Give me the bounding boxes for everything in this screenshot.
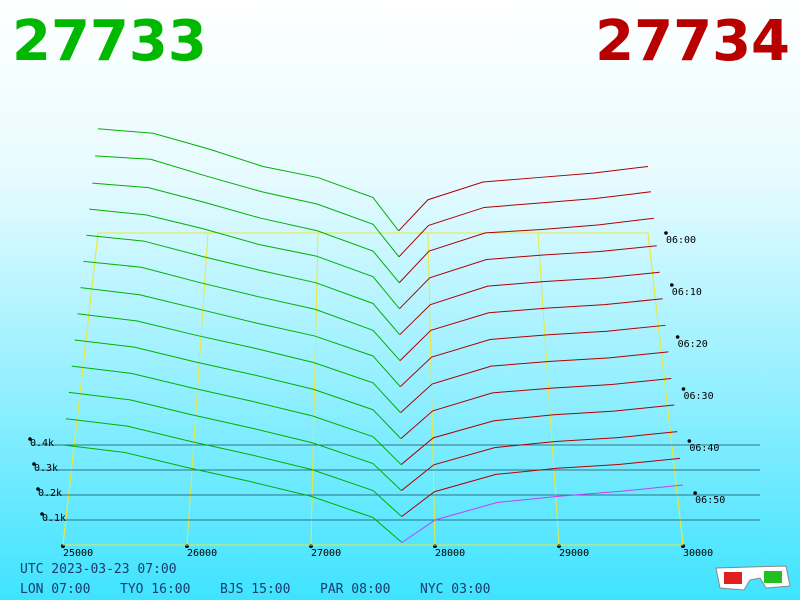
x-tick-label: 30000 [683, 548, 713, 559]
time-tick [670, 283, 674, 287]
floor [62, 232, 684, 546]
x-tick-label: 25000 [63, 548, 93, 559]
depth-tick [28, 437, 32, 441]
price-grid-line [310, 232, 319, 546]
bid-depth-line [62, 444, 403, 543]
bid-depth-line [74, 339, 402, 439]
z-tick-label: 06:50 [695, 495, 725, 506]
x-tick-label: 27000 [311, 548, 341, 559]
price-grid-line [537, 232, 560, 546]
z-tick-label: 06:30 [683, 391, 713, 402]
time-tick [681, 387, 686, 391]
ask-depth-line [399, 245, 657, 310]
bid-depth-line [77, 313, 401, 413]
world-clock: TYO 16:00 [120, 582, 190, 597]
ask-depth-line [400, 377, 672, 439]
price-grid-line [427, 232, 436, 546]
bid-depth-line [71, 365, 402, 465]
clocks: LON 07:00 TYO 16:00 BJS 15:00 PAR 08:00 NYC … [20, 582, 490, 597]
world-clock: PAR 08:00 [320, 582, 390, 597]
z-tick-label: 06:40 [689, 443, 719, 454]
x-tick-label: 29000 [559, 548, 589, 559]
ask-depth-line [399, 271, 660, 336]
ask-depth-line [399, 298, 663, 362]
ask-depth-line [400, 324, 666, 388]
bid-depth-line [92, 182, 400, 284]
bid-depth-line [95, 155, 400, 258]
bid-depth-line [86, 234, 401, 336]
depth-tick [40, 512, 44, 516]
bid-depth-line [80, 287, 401, 387]
ask-depth-line [401, 431, 678, 491]
world-clock: BJS 15:00 [220, 582, 290, 597]
y-tick-label: 0.3k [34, 463, 58, 474]
ask-depth-line [398, 217, 654, 284]
time-tick [687, 439, 692, 443]
x-tick-label: 26000 [187, 548, 217, 559]
ask-depth-line [398, 191, 651, 258]
ask-price: 27734 [595, 9, 790, 74]
z-tick-label: 06:00 [666, 235, 696, 246]
bid-depth-line [89, 208, 400, 310]
ask-depth-line [401, 484, 684, 543]
y-tick-label: 0.1k [42, 513, 66, 524]
x-tick-label: 28000 [435, 548, 465, 559]
y-tick-label: 0.4k [30, 438, 54, 449]
z-tick-label: 06:10 [672, 287, 702, 298]
bid-depth-line [97, 128, 400, 232]
plot: 25000 26000 27000 28000 29000 30000 0.1k 0.2k 0.… [28, 128, 760, 559]
utc-time: UTC 2023-03-23 07:00 [20, 562, 177, 577]
time-tick [664, 231, 668, 235]
3d-glasses-icon [715, 565, 791, 591]
bid-depth-line [83, 260, 401, 361]
time-tick [675, 335, 680, 339]
z-tick-label: 06:20 [678, 339, 708, 350]
ask-depth-line [398, 165, 649, 232]
bid-price: 27733 [12, 9, 207, 74]
depth-tick [36, 487, 40, 491]
ask-depth-line [400, 351, 669, 413]
world-clock: LON 07:00 [20, 582, 90, 597]
world-clock: NYC 03:00 [420, 582, 490, 597]
bid-depth-line [68, 391, 402, 491]
bid-depth-line [65, 418, 402, 517]
depth-tick [32, 462, 36, 466]
ask-depth-line [400, 404, 675, 465]
time-tick [693, 491, 697, 495]
ask-depth-line [401, 457, 681, 517]
y-tick-label: 0.2k [38, 488, 62, 499]
